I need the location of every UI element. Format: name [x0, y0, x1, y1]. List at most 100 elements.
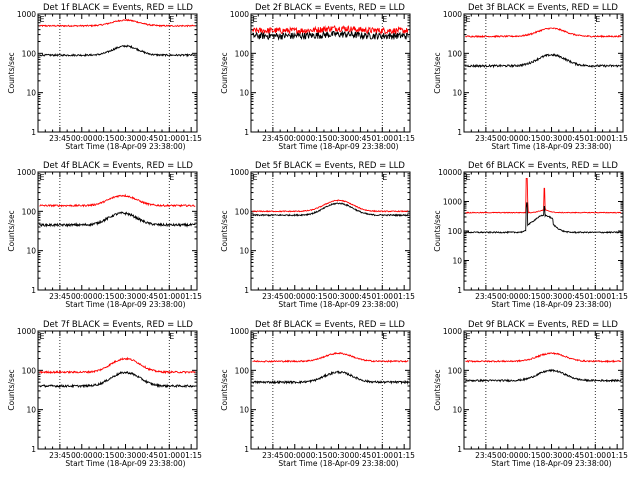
plot-frame	[250, 171, 411, 291]
event-marker-label: E	[252, 173, 257, 182]
x-tick-label: 23:45	[49, 451, 71, 460]
x-tick-label: 00:30	[541, 134, 563, 143]
chart-panel-4: Det 4f BLACK = Events, RED = LLD 1 10 100 10…	[7, 161, 202, 309]
x-tick-label: 00:00	[71, 134, 93, 143]
y-tick-label: 10	[239, 406, 249, 415]
chart-title: Det 9f BLACK = Events, RED = LLD	[468, 320, 618, 330]
x-tick-label: 00:15	[306, 292, 328, 301]
x-tick-label: 00:15	[93, 292, 115, 301]
event-marker-label: E	[382, 332, 387, 341]
x-tick-label: 00:00	[497, 292, 519, 301]
y-tick-label: 1000	[17, 327, 36, 336]
x-tick-label: 01:15	[606, 134, 628, 143]
x-tick-label: 00:30	[115, 292, 137, 301]
x-axis-label: Start Time (18-Apr-09 23:38:00)	[491, 459, 611, 468]
event-marker-label: E	[252, 332, 257, 341]
x-tick-label: 01:00	[371, 134, 393, 143]
y-tick-label: 10	[239, 89, 249, 98]
lld-series-line	[252, 199, 409, 213]
y-axis-label: Counts/sec	[433, 210, 442, 251]
x-tick-label: 00:45	[350, 134, 372, 143]
chart-title: Det 1f BLACK = Events, RED = LLD	[43, 3, 193, 13]
lld-series-line	[465, 351, 622, 364]
x-tick-label: 00:00	[497, 134, 519, 143]
chart-title: Det 8f BLACK = Events, RED = LLD	[255, 320, 405, 330]
x-tick-label: 23:45	[49, 134, 71, 143]
event-marker-label: E	[252, 15, 257, 24]
x-axis-label: Start Time (18-Apr-09 23:38:00)	[491, 300, 611, 309]
y-tick-label: 1	[244, 445, 249, 454]
event-marker-label: E	[382, 15, 387, 24]
events-series-line	[39, 44, 196, 58]
x-tick-label: 00:15	[93, 134, 115, 143]
x-tick-label: 00:00	[284, 451, 306, 460]
event-marker-label: E	[39, 332, 44, 341]
y-tick-label: 1	[31, 445, 36, 454]
x-tick-label: 23:45	[475, 451, 497, 460]
y-axis-label: Counts/sec	[220, 369, 229, 410]
event-marker-label: E	[39, 173, 44, 182]
plot-frame	[463, 171, 624, 291]
x-tick-label: 23:45	[475, 292, 497, 301]
y-tick-label: 10	[26, 89, 36, 98]
event-marker-label: E	[595, 332, 600, 341]
chart-panel-3: Det 3f BLACK = Events, RED = LLD 1 10 100 10…	[433, 3, 628, 151]
y-tick-label: 100	[448, 366, 463, 375]
x-tick-label: 00:15	[519, 134, 541, 143]
chart-title: Det 5f BLACK = Events, RED = LLD	[255, 161, 405, 171]
y-tick-label: 1	[457, 445, 462, 454]
x-axis-label: Start Time (18-Apr-09 23:38:00)	[65, 300, 185, 309]
chart-panel-9: Det 9f BLACK = Events, RED = LLD 1 10 100 10…	[433, 320, 628, 468]
chart-panel-7: Det 7f BLACK = Events, RED = LLD 1 10 100 10…	[7, 320, 202, 468]
y-tick-label: 1	[244, 286, 249, 295]
x-tick-label: 01:00	[371, 292, 393, 301]
x-tick-label: 00:45	[563, 451, 585, 460]
y-axis-label: Counts/sec	[7, 52, 16, 93]
y-tick-label: 100	[448, 227, 463, 236]
y-tick-label: 1000	[443, 10, 462, 19]
event-marker-label: E	[169, 173, 174, 182]
x-tick-label: 00:45	[350, 292, 372, 301]
event-marker-label: E	[465, 15, 470, 24]
x-tick-label: 00:15	[306, 451, 328, 460]
x-axis-label: Start Time (18-Apr-09 23:38:00)	[65, 459, 185, 468]
y-tick-label: 1000	[443, 198, 462, 207]
event-marker-label: E	[382, 173, 387, 182]
event-marker-label: E	[169, 332, 174, 341]
x-axis-label: Start Time (18-Apr-09 23:38:00)	[278, 459, 398, 468]
x-tick-label: 00:45	[563, 292, 585, 301]
lld-series-line	[39, 356, 196, 375]
event-marker-label: E	[465, 173, 470, 182]
x-tick-label: 23:45	[262, 451, 284, 460]
x-axis-label: Start Time (18-Apr-09 23:38:00)	[491, 142, 611, 151]
plot-frame	[250, 13, 411, 133]
x-tick-label: 01:00	[158, 292, 180, 301]
y-tick-label: 10	[452, 257, 462, 266]
y-axis-label: Counts/sec	[7, 369, 16, 410]
x-tick-label: 01:15	[180, 292, 202, 301]
y-tick-label: 100	[22, 49, 37, 58]
plot-frame	[463, 330, 624, 450]
event-marker-label: E	[595, 15, 600, 24]
event-marker-label: E	[169, 15, 174, 24]
y-tick-label: 1000	[230, 10, 249, 19]
y-tick-label: 10000	[438, 168, 462, 177]
x-tick-label: 01:00	[158, 134, 180, 143]
lld-series-line	[39, 18, 196, 28]
y-tick-label: 1	[31, 286, 36, 295]
y-axis-label: Counts/sec	[220, 52, 229, 93]
y-tick-label: 1000	[443, 327, 462, 336]
x-tick-label: 23:45	[262, 292, 284, 301]
y-tick-label: 1	[244, 128, 249, 137]
x-tick-label: 00:15	[519, 451, 541, 460]
plot-frame	[37, 13, 198, 133]
chart-panel-6: Det 6f BLACK = Events, RED = LLD 1 10 100 10…	[433, 161, 628, 309]
x-tick-label: 00:30	[115, 134, 137, 143]
event-marker-label: E	[595, 173, 600, 182]
x-tick-label: 01:15	[180, 451, 202, 460]
x-tick-label: 23:45	[49, 292, 71, 301]
x-tick-label: 00:15	[306, 134, 328, 143]
y-tick-label: 100	[448, 49, 463, 58]
y-tick-label: 1000	[17, 168, 36, 177]
x-tick-label: 01:00	[158, 451, 180, 460]
